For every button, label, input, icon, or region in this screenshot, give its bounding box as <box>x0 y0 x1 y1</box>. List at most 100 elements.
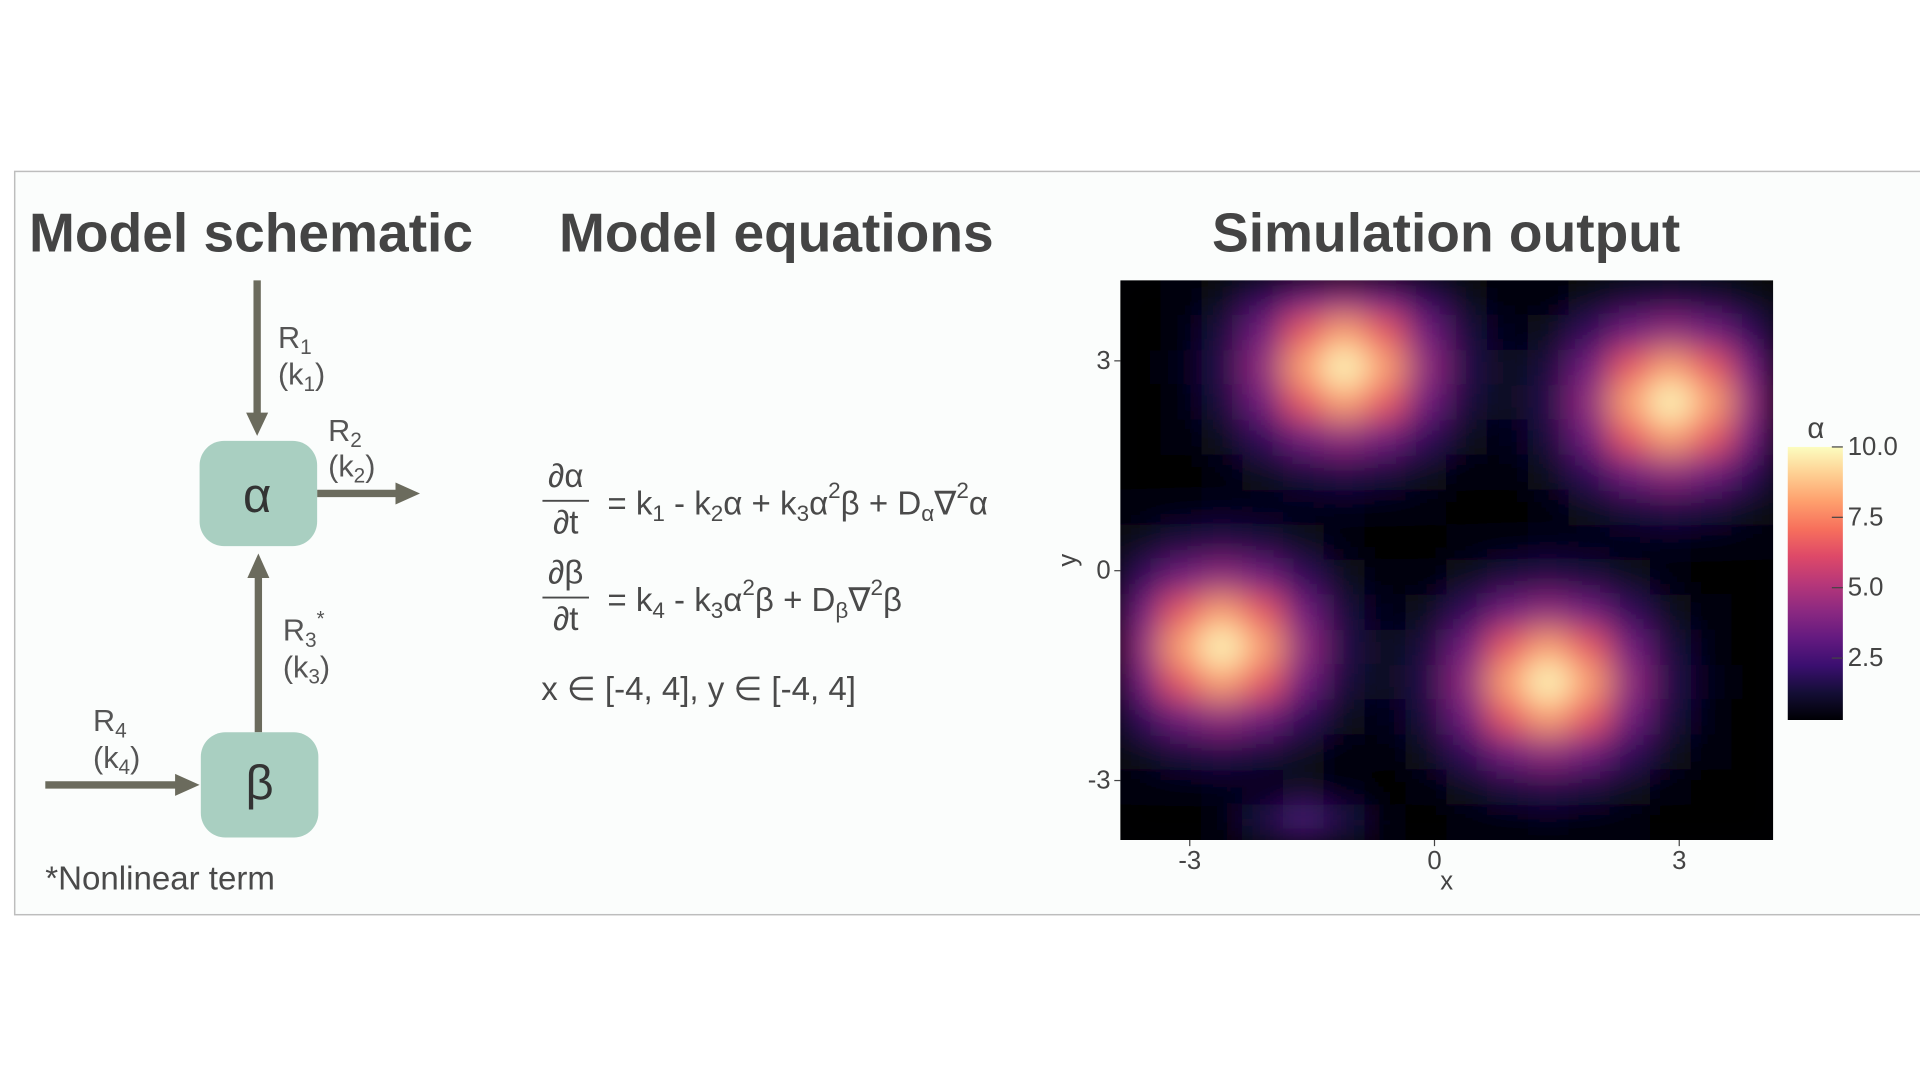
text-part: 3 <box>308 665 320 688</box>
heatmap-cell <box>1527 314 1570 351</box>
heatmap-cell <box>1120 629 1162 666</box>
heatmap-cell <box>1731 559 1774 596</box>
heatmap-cell <box>1405 664 1448 701</box>
rich-text: R3* <box>283 607 325 651</box>
heatmap-cell <box>1120 804 1162 840</box>
heatmap-cell <box>1486 664 1529 701</box>
node-box <box>199 440 318 547</box>
heatmap-cell <box>1568 804 1611 840</box>
heatmap-cell <box>1120 594 1162 631</box>
heatmap-cell <box>1731 769 1774 806</box>
heatmap-cell <box>1446 594 1489 631</box>
heatmap-cell <box>1690 699 1733 736</box>
text-part: α <box>969 485 988 522</box>
heatmap-cell <box>1282 734 1325 771</box>
text-part: R <box>278 321 300 355</box>
heatmap-cell <box>1364 349 1407 386</box>
heatmap-cell <box>1282 454 1325 491</box>
heatmap-cell <box>1690 489 1733 526</box>
text-part: (k <box>328 450 354 484</box>
text-part: 3 <box>711 597 724 622</box>
text-part: α + k <box>723 485 797 522</box>
heatmap-cell <box>1609 664 1652 701</box>
equations-title: Model equations <box>559 202 994 264</box>
heatmap-cell <box>1160 524 1203 561</box>
heatmap-cell <box>1568 314 1611 351</box>
heatmap-cell <box>1486 280 1529 316</box>
arrow-head <box>175 773 200 796</box>
text-part: 2 <box>350 429 362 452</box>
heatmap-cell <box>1486 629 1529 666</box>
heatmap-cell <box>1527 349 1570 386</box>
heatmap-cell <box>1609 419 1652 456</box>
heatmap-cell <box>1201 664 1244 701</box>
heatmap-cell <box>1242 384 1285 421</box>
heatmap-cell <box>1690 454 1733 491</box>
text-part: (k <box>278 358 304 392</box>
heatmap-cell <box>1120 524 1162 561</box>
heatmap-cell <box>1446 629 1489 666</box>
heatmap-cell <box>1160 559 1203 596</box>
text-part: ∇ <box>847 582 871 619</box>
heatmap-cell <box>1690 419 1733 456</box>
heatmap-clip <box>1120 280 1774 840</box>
heatmap-cell <box>1650 734 1693 771</box>
heatmap-cell <box>1609 524 1652 561</box>
text-part: 2 <box>956 478 969 503</box>
heatmap-cell <box>1364 384 1407 421</box>
text-part: α <box>921 501 934 526</box>
text-part: ) <box>365 450 375 484</box>
heatmap-cell <box>1446 804 1489 840</box>
heatmap-cell <box>1282 314 1325 351</box>
heatmap-cell <box>1446 384 1489 421</box>
heatmap-cell <box>1364 489 1407 526</box>
heatmap-cell <box>1446 419 1489 456</box>
heatmap-cell <box>1242 594 1285 631</box>
heatmap-cell <box>1609 454 1652 491</box>
heatmap-cell <box>1364 594 1407 631</box>
text-part: 1 <box>300 336 312 359</box>
heatmap-cell <box>1446 734 1489 771</box>
heatmap-cell <box>1650 419 1693 456</box>
domain-text: x ∈ [-4, 4], y ∈ [-4, 4] <box>541 671 856 708</box>
heatmap-cell <box>1242 314 1285 351</box>
heatmap-cell <box>1609 629 1652 666</box>
heatmap-cell <box>1201 384 1244 421</box>
heatmap-cell <box>1242 664 1285 701</box>
heatmap-cell <box>1486 419 1529 456</box>
heatmap-cell <box>1527 280 1570 316</box>
heatmap-cell <box>1201 594 1244 631</box>
heatmap-cell <box>1690 349 1733 386</box>
heatmap-cell <box>1282 629 1325 666</box>
heatmap-cell <box>1242 349 1285 386</box>
heatmap-cell <box>1568 489 1611 526</box>
heatmap-cell <box>1364 314 1407 351</box>
heatmap-cell <box>1446 559 1489 596</box>
heatmap-cell <box>1731 594 1774 631</box>
heatmap-cell <box>1160 629 1203 666</box>
arrow-head <box>395 482 420 505</box>
heatmap-cell <box>1201 314 1244 351</box>
heatmap-cell <box>1201 419 1244 456</box>
heatmap-cell <box>1690 629 1733 666</box>
schematic-title: Model schematic <box>29 202 473 264</box>
heatmap-cell <box>1282 594 1325 631</box>
heatmap-cell <box>1160 419 1203 456</box>
heatmap-cell <box>1731 489 1774 526</box>
arrows <box>45 280 420 796</box>
heatmap-cell <box>1405 489 1448 526</box>
heatmap-cell <box>1690 314 1733 351</box>
text-part: 2 <box>828 478 841 503</box>
arrow-head <box>246 412 269 436</box>
heatmap-cell <box>1568 629 1611 666</box>
heatmap-cell <box>1282 804 1325 840</box>
node-label: α <box>243 469 271 523</box>
heatmap-cell <box>1731 664 1774 701</box>
text-part: R <box>328 414 350 448</box>
numerator: ∂α <box>548 458 583 495</box>
heatmap-cell <box>1731 384 1774 421</box>
heatmap-cell <box>1527 419 1570 456</box>
heatmap-cell <box>1120 699 1162 736</box>
heatmap-cell <box>1120 454 1162 491</box>
